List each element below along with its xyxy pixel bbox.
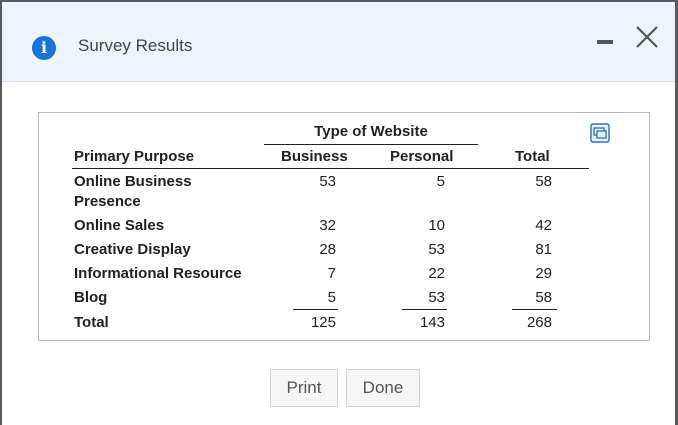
cell-business: 7 [327,265,336,282]
cell-business: 5 [327,289,336,306]
col-header-total: Total [515,148,550,165]
sum-rule-total [512,309,557,310]
dialog-titlebar: i Survey Results [2,2,675,82]
done-button[interactable]: Done [346,369,420,407]
group-header: Type of Website [314,123,428,140]
dialog-title: Survey Results [78,36,193,55]
row-label: Informational Resource [74,265,242,282]
group-header-rule [264,144,478,145]
col-header-business: Business [281,148,348,165]
cell-personal: 10 [428,217,445,234]
col-header-primary-purpose: Primary Purpose [74,148,195,165]
row-label-cont: Presence [74,193,141,210]
col-header-personal: Personal [390,148,454,165]
cell-personal: 53 [428,241,445,258]
info-icon: i [32,36,56,60]
row-label: Blog [74,289,108,306]
cell-personal: 5 [436,173,445,190]
cell-personal: 53 [428,289,445,306]
cell-personal: 22 [428,265,445,282]
popout-window-button[interactable] [590,123,610,143]
total-personal: 143 [419,314,445,331]
cell-total: 42 [535,217,552,234]
close-icon [636,26,658,48]
total-business: 125 [310,314,336,331]
close-button[interactable] [632,22,662,52]
cell-total: 29 [535,265,552,282]
sum-rule-personal [402,309,447,310]
row-label: Creative Display [74,241,191,258]
cell-business: 32 [319,217,336,234]
totals-label: Total [74,314,109,331]
grand-total: 268 [526,314,552,331]
cell-total: 58 [535,173,552,190]
row-label: Online Sales [74,217,165,234]
cell-total: 58 [535,289,552,306]
header-rule [72,168,589,169]
sum-rule-business [293,309,338,310]
print-button[interactable]: Print [270,369,338,407]
minimize-button[interactable] [594,26,616,48]
minimize-icon [597,40,613,44]
cell-total: 81 [535,241,552,258]
row-label: Online Business [74,173,192,190]
cell-business: 53 [319,173,336,190]
results-table-panel [38,112,650,341]
popout-window-icon [590,123,610,143]
cell-business: 28 [319,241,336,258]
